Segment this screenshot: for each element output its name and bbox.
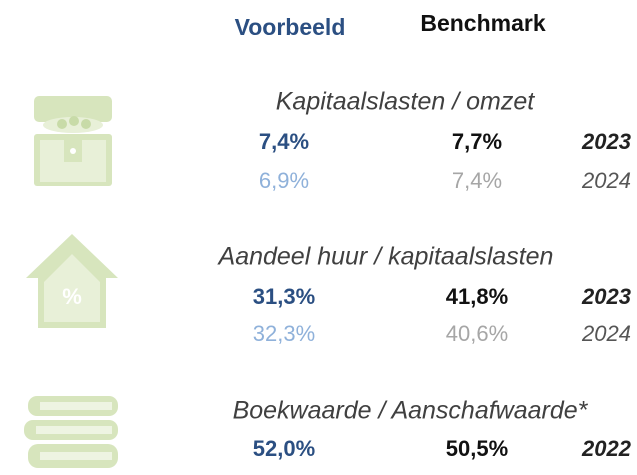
year-label: 2024 [581,321,631,346]
house-icon: % [26,234,118,328]
kpi-value: 50,5% [446,436,508,461]
column-header: Voorbeeld [235,14,346,40]
sections: Kapitaalslasten / omzet 7,4% 7,7% 2023 6,9% 7… [217,88,632,461]
kpi-value: 40,6% [446,321,508,346]
year-label: 2022 [581,436,632,461]
section-title: Aandeel huur / kapitaalslasten [217,243,554,271]
books-icon [24,396,118,468]
kpi-value: 31,3% [253,284,315,309]
kpi-value: 7,4% [259,129,309,154]
kpi-value: 32,3% [253,321,315,346]
percent-symbol: % [62,284,82,309]
section-title: Kapitaalslasten / omzet [276,88,536,116]
year-label: 2023 [581,129,631,154]
year-label: 2024 [581,168,631,193]
kpi-value: 6,9% [259,168,309,193]
chest-icon [34,96,112,186]
kpi-value: 52,0% [253,436,315,461]
section-title: Boekwaarde / Aanschafwaarde* [233,397,589,425]
kpi-value: 7,4% [452,168,502,193]
column-header: Benchmark [420,10,545,36]
year-label: 2023 [581,284,631,309]
kpi-value: 7,7% [452,129,502,154]
kpi-value: 41,8% [446,284,508,309]
